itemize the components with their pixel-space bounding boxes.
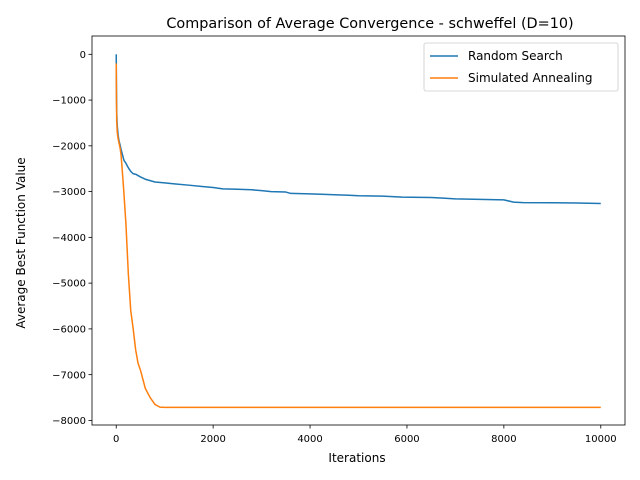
plot-area — [115, 54, 601, 409]
x-tick-label: 0 — [113, 434, 119, 445]
legend-label: Random Search — [468, 49, 563, 63]
y-tick-label: −4000 — [52, 233, 86, 244]
y-axis-label: Average Best Function Value — [14, 157, 28, 328]
y-tick-label: −2000 — [52, 141, 86, 152]
y-tick-label: 0 — [80, 50, 86, 61]
y-tick-label: −8000 — [52, 416, 86, 427]
x-tick-label: 6000 — [394, 434, 419, 445]
y-tick-label: −7000 — [52, 370, 86, 381]
legend: Random Search Simulated Annealing — [423, 42, 619, 92]
y-tick-label: −1000 — [52, 96, 86, 107]
y-tick-label: −3000 — [52, 187, 86, 198]
axes-frame — [91, 35, 626, 426]
y-tick-label: −5000 — [52, 279, 86, 290]
series-line-random-search — [115, 54, 601, 205]
x-tick-label: 2000 — [200, 434, 225, 445]
x-axis-label: Iterations — [328, 451, 385, 465]
x-tick-label: 8000 — [491, 434, 516, 445]
legend-box — [423, 42, 619, 92]
y-tick-label: −6000 — [52, 324, 86, 335]
chart-title: Comparison of Average Convergence - schw… — [166, 16, 573, 32]
series-line-simulated-annealing — [115, 63, 601, 409]
legend-label: Simulated Annealing — [468, 71, 593, 85]
x-tick-label: 10000 — [585, 434, 617, 445]
axes: 0 2000 4000 6000 8000 10000 0 −1000 −2000 −3000 −4… — [52, 35, 626, 445]
x-tick-label: 4000 — [297, 434, 322, 445]
